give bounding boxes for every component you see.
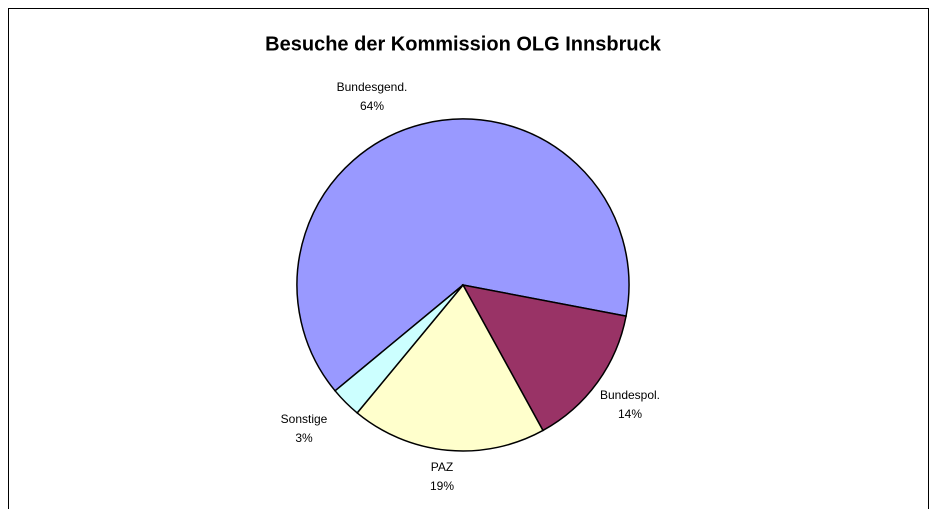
pie-slice <box>461 283 627 432</box>
slice-value-label: 64% <box>360 99 384 113</box>
slice-label: Bundesgend. <box>337 80 408 94</box>
pie-slice <box>296 118 630 392</box>
slice-label: PAZ <box>431 460 453 474</box>
slice-label: Bundespol. <box>600 388 660 402</box>
chart-title: Besuche der Kommission OLG Innsbruck <box>265 33 662 55</box>
slice-value-label: 19% <box>430 479 454 493</box>
slice-value-label: 3% <box>295 431 313 445</box>
slice-label: Sonstige <box>281 412 328 426</box>
slice-value-label: 14% <box>618 407 642 421</box>
pie-slice <box>334 284 464 414</box>
pie-slice <box>356 283 544 452</box>
